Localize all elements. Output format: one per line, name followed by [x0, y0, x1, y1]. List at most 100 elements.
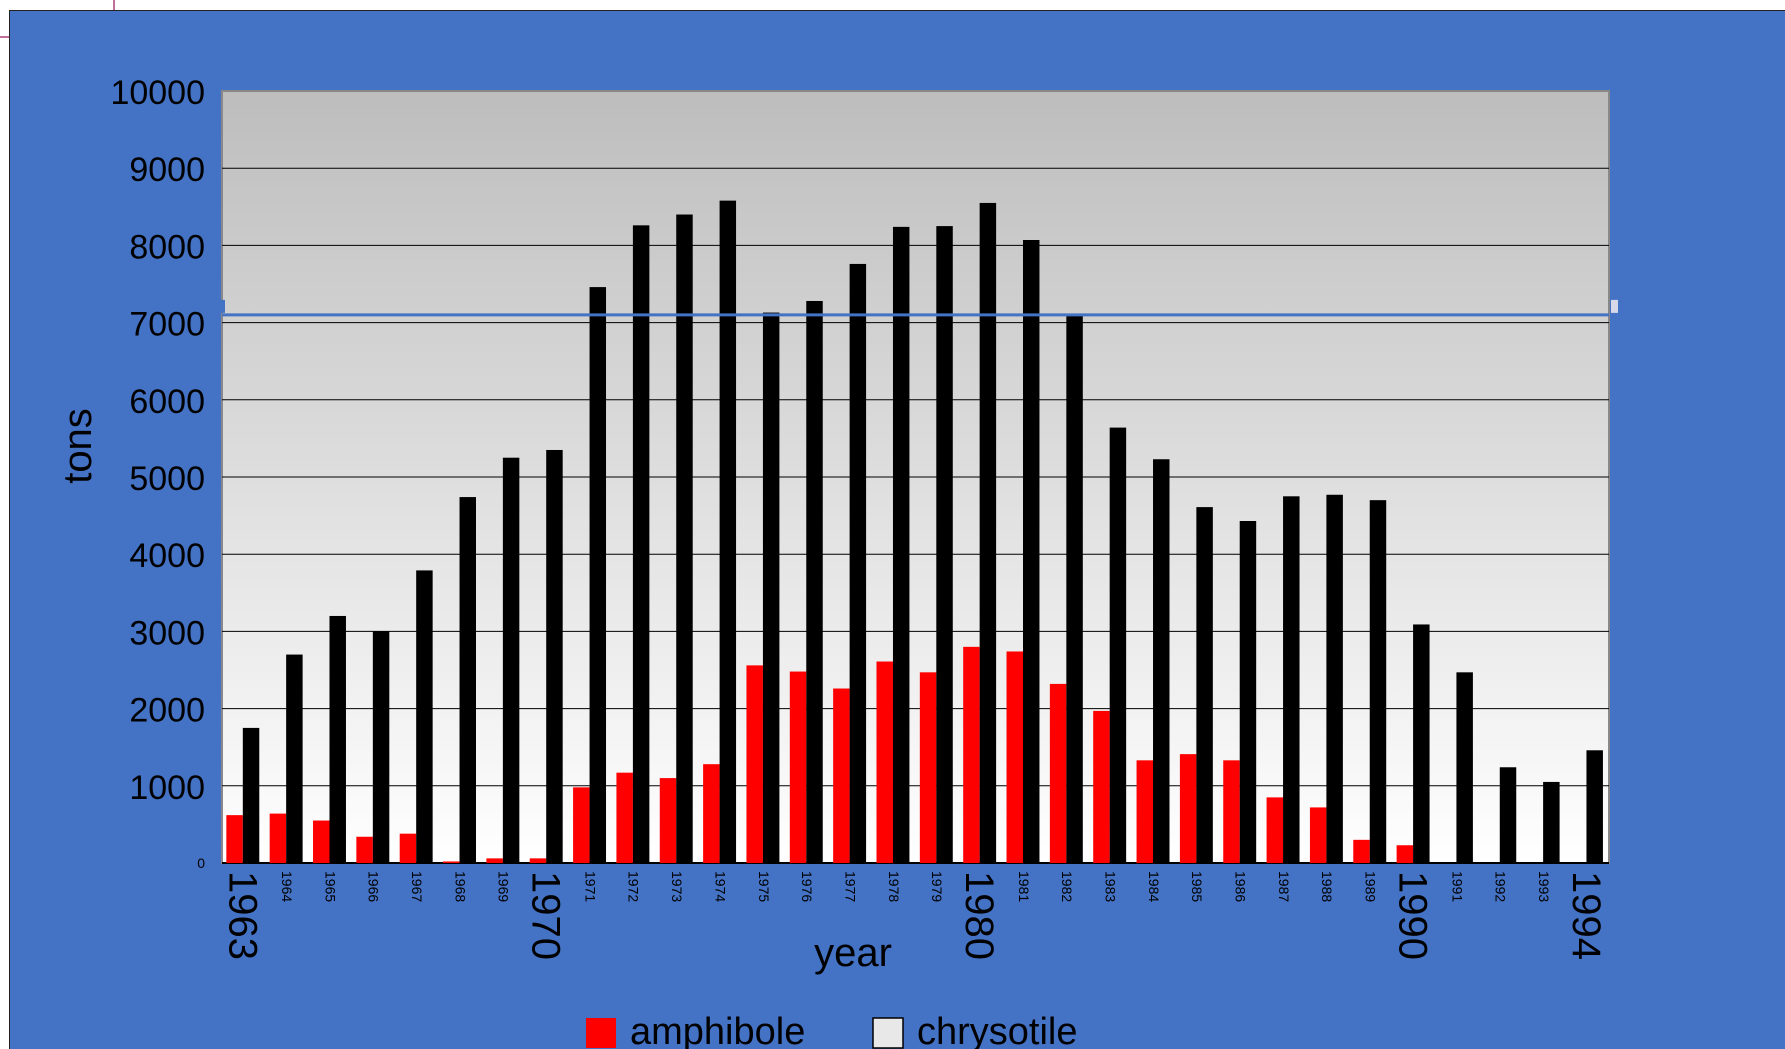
- legend: amphibole chrysotile: [586, 1011, 1078, 1049]
- y-tick-label: 3000: [129, 614, 205, 652]
- x-tick-label: 1990: [1391, 871, 1435, 960]
- bar-chrysotile-1982: [1066, 315, 1083, 864]
- bar-chrysotile-1989: [1369, 500, 1387, 863]
- x-tick-label: 1965: [322, 871, 338, 902]
- slide-corner-marker: [0, 36, 9, 38]
- bar-amphibole-1973: [659, 778, 677, 863]
- x-axis-title: year: [814, 931, 892, 975]
- bar-amphibole-1963: [226, 815, 243, 863]
- bars: [226, 200, 1603, 864]
- legend-swatch-amphibole: [586, 1018, 616, 1048]
- x-tick-label: 1970: [524, 871, 568, 960]
- bar-amphibole-1989: [1353, 839, 1370, 863]
- reference-line[interactable]: [218, 299, 1618, 317]
- y-tick-label: 10000: [110, 74, 205, 112]
- y-tick-label: 8000: [129, 228, 205, 266]
- bar-chrysotile-1992: [1499, 767, 1517, 863]
- bar-amphibole-1971: [573, 787, 590, 863]
- x-tick-label: 1968: [452, 871, 468, 902]
- bar-chrysotile-1972: [632, 225, 650, 863]
- bar-chrysotile-1970: [546, 449, 563, 863]
- bar-chrysotile-1978: [892, 226, 910, 863]
- bar-chrysotile-1990: [1413, 624, 1430, 863]
- bar-amphibole-1982: [1049, 683, 1067, 863]
- bar-amphibole-1969: [486, 858, 503, 863]
- bar-amphibole-1964: [269, 813, 287, 863]
- x-tick-label: 1969: [496, 871, 512, 902]
- bar-amphibole-1965: [313, 820, 330, 863]
- bar-chrysotile-1966: [372, 631, 390, 863]
- line-handle-left: [218, 299, 225, 313]
- y-tick-label: 1000: [129, 769, 205, 807]
- x-tick-label: 1980: [957, 871, 1001, 960]
- x-tick-label: 1966: [366, 871, 382, 902]
- bar-chrysotile-1983: [1109, 427, 1127, 863]
- bar-amphibole-1986: [1223, 760, 1240, 863]
- x-tick-label: 1963: [220, 871, 264, 960]
- legend-swatch-chrysotile: [872, 1017, 904, 1049]
- y-tick-label: 2000: [129, 692, 205, 730]
- bar-chrysotile-1973: [676, 214, 693, 863]
- bar-amphibole-1977: [833, 688, 850, 863]
- x-tick-label: 1985: [1189, 871, 1205, 902]
- x-tick-label: 1964: [279, 871, 295, 902]
- bar-amphibole-1987: [1266, 797, 1284, 863]
- bar-chrysotile-1969: [502, 457, 520, 863]
- legend-label-amphibole: amphibole: [630, 1011, 805, 1049]
- bar-amphibole-1972: [616, 772, 633, 863]
- x-tick-label: 1982: [1059, 871, 1075, 902]
- x-tick-label: 1989: [1363, 871, 1379, 902]
- x-tick-label: 1991: [1449, 871, 1465, 902]
- y-tick-label: 6000: [129, 383, 205, 421]
- bar-amphibole-1968: [443, 861, 460, 863]
- y-axis-ticks: 0 1000 2000 3000 4000 5000 6000 7000 8000 9000 100…: [110, 74, 205, 871]
- slide-corner-marker: [113, 0, 115, 10]
- x-tick-label: 1971: [582, 871, 598, 902]
- legend-label-chrysotile: chrysotile: [917, 1011, 1078, 1049]
- bar-amphibole-1981: [1006, 651, 1023, 863]
- bar-amphibole-1983: [1093, 710, 1110, 863]
- bar-amphibole-1967: [399, 833, 417, 863]
- x-tick-label: 1977: [842, 871, 858, 902]
- bar-chrysotile-1971: [589, 287, 607, 863]
- bar-chrysotile-1967: [416, 570, 433, 863]
- bar-chrysotile-1994: [1586, 750, 1603, 863]
- x-axis-ticks: 1963 1964 1965 1966 1967 1968 1969 1970 1971 1972…: [220, 871, 1608, 960]
- bar-chrysotile-1979: [936, 226, 953, 864]
- bar-chrysotile-1974: [719, 200, 737, 863]
- bar-chrysotile-1977: [849, 263, 867, 864]
- bar-amphibole-1985: [1179, 754, 1197, 863]
- x-tick-label: 1975: [756, 871, 772, 902]
- y-tick-label: 0: [197, 855, 205, 871]
- bar-amphibole-1978: [876, 661, 893, 863]
- x-tick-label: 1976: [799, 871, 815, 902]
- bar-amphibole-1976: [789, 671, 807, 863]
- line-handle-right: [1611, 299, 1618, 313]
- x-tick-label: 1974: [712, 871, 728, 902]
- x-tick-label: 1993: [1536, 871, 1552, 902]
- bar-chrysotile-1985: [1196, 507, 1213, 863]
- x-tick-label: 1987: [1276, 871, 1292, 902]
- x-tick-label: 1981: [1016, 871, 1032, 902]
- bar-chrysotile-1988: [1326, 494, 1343, 863]
- bar-amphibole-1970: [529, 858, 547, 863]
- bar-chrysotile-1965: [329, 615, 346, 863]
- bar-chrysotile-1980: [979, 202, 997, 863]
- y-tick-label: 9000: [129, 151, 205, 189]
- bar-amphibole-1984: [1136, 760, 1154, 863]
- x-tick-label: 1978: [886, 871, 902, 902]
- x-tick-label: 1973: [669, 871, 685, 902]
- y-tick-label: 4000: [129, 537, 205, 575]
- x-tick-label: 1972: [626, 871, 642, 902]
- bar-chrysotile-1986: [1239, 521, 1257, 863]
- bar-amphibole-1980: [963, 646, 980, 863]
- bar-chrysotile-1964: [286, 654, 303, 863]
- bar-chrysotile-1987: [1283, 496, 1300, 863]
- x-tick-label: 1988: [1319, 871, 1335, 902]
- bar-chrysotile-1975: [762, 312, 780, 864]
- x-tick-label: 1967: [409, 871, 425, 902]
- bar-chrysotile-1991: [1456, 672, 1473, 863]
- bar-amphibole-1974: [703, 764, 720, 863]
- bar-chrysotile-1993: [1543, 781, 1560, 863]
- bar-chrysotile-1963: [242, 727, 260, 863]
